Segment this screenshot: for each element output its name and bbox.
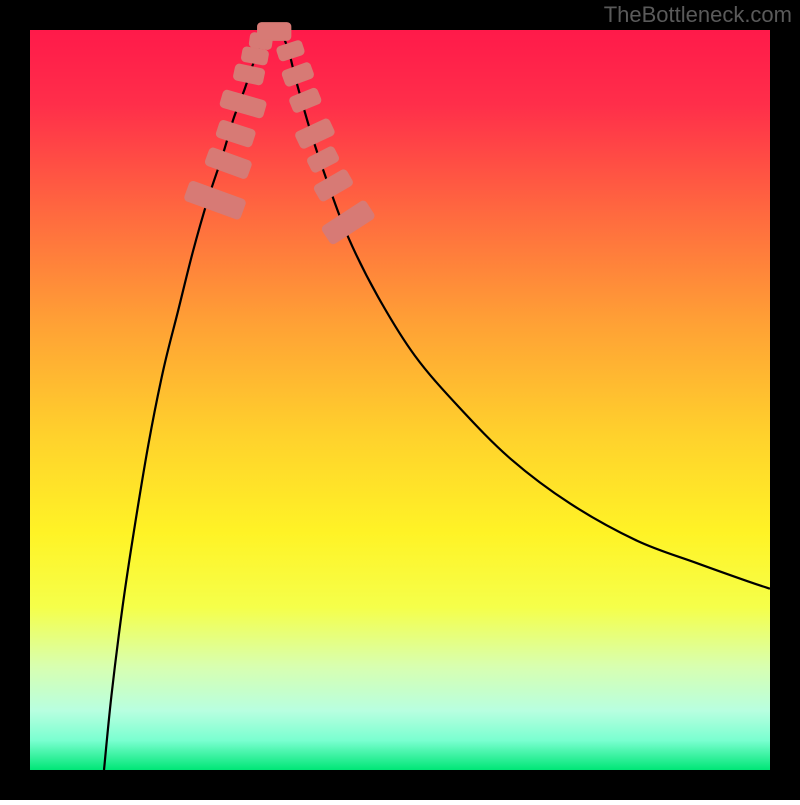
data-marker bbox=[258, 23, 291, 41]
bottleneck-chart bbox=[0, 0, 800, 800]
chart-background bbox=[30, 30, 770, 770]
chart-canvas: TheBottleneck.com bbox=[0, 0, 800, 800]
watermark-text: TheBottleneck.com bbox=[604, 2, 792, 28]
